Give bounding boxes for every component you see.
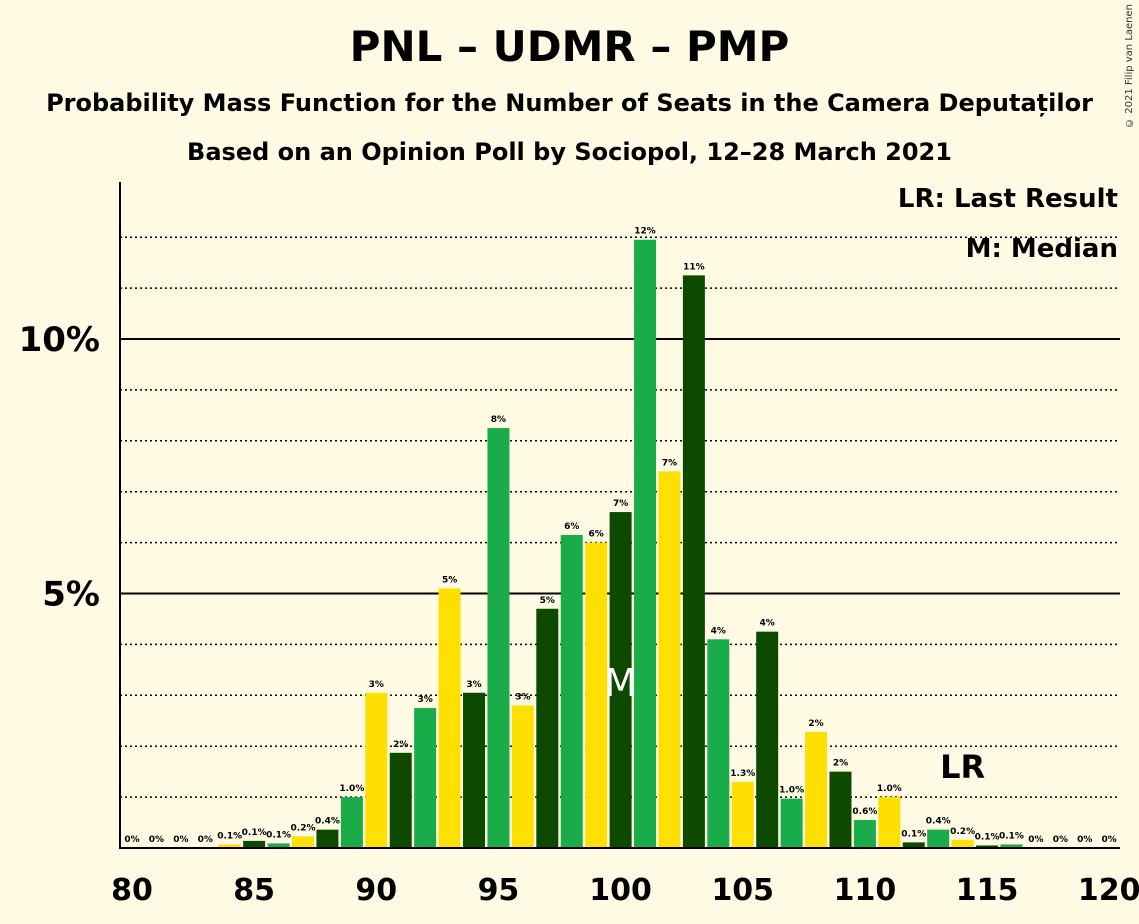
x-tick-label: 115 bbox=[956, 873, 1019, 908]
last-result-marker: LR bbox=[940, 748, 985, 786]
bar-value-label: 0.1% bbox=[999, 831, 1024, 841]
bar-value-label: 0.1% bbox=[217, 831, 242, 841]
bar bbox=[463, 692, 486, 848]
x-tick-label: 110 bbox=[834, 873, 897, 908]
median-marker: M bbox=[604, 661, 637, 705]
bar-value-label: 1.0% bbox=[339, 784, 364, 794]
bar-value-label: 0.1% bbox=[266, 830, 291, 840]
bar bbox=[365, 692, 388, 848]
bar bbox=[829, 771, 852, 848]
bar-value-label: 0.6% bbox=[852, 807, 877, 817]
bar bbox=[414, 708, 437, 848]
bar-value-label: 2% bbox=[833, 759, 848, 769]
bar bbox=[536, 608, 559, 848]
bar bbox=[878, 797, 901, 848]
bar-value-label: 1.0% bbox=[779, 786, 804, 796]
bar bbox=[585, 542, 608, 848]
bar-value-label: 6% bbox=[564, 522, 579, 532]
bar bbox=[805, 731, 828, 848]
bar-value-label: 0% bbox=[1077, 835, 1092, 845]
bar bbox=[707, 639, 730, 848]
bar bbox=[267, 843, 290, 848]
bar-value-label: 0% bbox=[149, 835, 164, 845]
chart-source-line: Based on an Opinion Poll by Sociopol, 12… bbox=[187, 138, 952, 166]
x-tick-label: 80 bbox=[111, 873, 153, 908]
bar-value-label: 0.4% bbox=[315, 817, 340, 827]
bar-labels: 0% 0% 0% 0% 0.1% 0.1% 0.1%0.2%0.4%1.0%3%2%3%5%… bbox=[124, 227, 1116, 845]
bar-value-label: 0% bbox=[198, 835, 213, 845]
bar-value-label: 0.1% bbox=[975, 832, 1000, 842]
bar bbox=[731, 781, 754, 848]
bar-value-label: 5% bbox=[540, 596, 555, 606]
bar bbox=[658, 471, 681, 848]
chart-title: PNL – UDMR – PMP bbox=[349, 22, 790, 71]
chart-subtitle: Probability Mass Function for the Number… bbox=[46, 89, 1093, 117]
legend-last-result: LR: Last Result bbox=[897, 184, 1118, 214]
bar-value-label: 0% bbox=[1102, 835, 1117, 845]
bar bbox=[1000, 844, 1023, 848]
bar-value-label: 0.2% bbox=[950, 827, 975, 837]
bar-value-label: 0% bbox=[1053, 835, 1068, 845]
bar bbox=[389, 752, 412, 848]
x-tick-label: 85 bbox=[233, 873, 275, 908]
bar-value-label: 11% bbox=[683, 262, 705, 272]
bar bbox=[634, 239, 657, 848]
bar-value-label: 0.4% bbox=[926, 817, 951, 827]
x-tick-label: 100 bbox=[589, 873, 652, 908]
bar-value-label: 3% bbox=[466, 680, 481, 690]
bar-value-label: 5% bbox=[442, 575, 457, 585]
bar-value-label: 4% bbox=[760, 619, 775, 629]
axes: 5% 10% 80 85 90 95 100 105 110 115 120 bbox=[19, 182, 1139, 908]
bar-value-label: 7% bbox=[613, 499, 628, 509]
x-tick-label: 120 bbox=[1078, 873, 1139, 908]
bar bbox=[487, 428, 510, 848]
bar-value-label: 0.1% bbox=[901, 829, 926, 839]
bar-value-label: 6% bbox=[589, 530, 604, 540]
bar-value-label: 3% bbox=[515, 692, 530, 702]
bar-value-label: 1.3% bbox=[730, 769, 755, 779]
bar bbox=[340, 797, 363, 848]
bar bbox=[756, 631, 779, 848]
bar-value-label: 4% bbox=[711, 626, 726, 636]
x-tick-label: 95 bbox=[478, 873, 520, 908]
bar-value-label: 7% bbox=[662, 458, 677, 468]
bar bbox=[316, 829, 339, 848]
bar-value-label: 12% bbox=[634, 227, 656, 237]
bar bbox=[902, 842, 925, 848]
bar-value-label: 0% bbox=[173, 835, 188, 845]
bar-value-label: 0.2% bbox=[291, 823, 316, 833]
bar-value-label: 8% bbox=[491, 415, 506, 425]
bar bbox=[853, 820, 876, 848]
bar bbox=[927, 829, 950, 848]
bar bbox=[780, 798, 803, 848]
bar-value-label: 3% bbox=[369, 680, 384, 690]
bar bbox=[609, 512, 632, 848]
bar bbox=[292, 836, 315, 848]
markers: M LR bbox=[604, 661, 985, 786]
bar-value-label: 0% bbox=[1028, 835, 1043, 845]
y-tick-label: 5% bbox=[42, 575, 100, 615]
bars bbox=[218, 239, 1023, 848]
bar bbox=[218, 844, 241, 848]
bar bbox=[243, 840, 266, 848]
bar bbox=[951, 839, 974, 848]
bar bbox=[682, 275, 705, 848]
bar-value-label: 3% bbox=[418, 695, 433, 705]
bar-value-label: 0.1% bbox=[242, 828, 267, 838]
y-tick-label: 10% bbox=[19, 320, 100, 360]
bar-value-label: 1.0% bbox=[877, 784, 902, 794]
bar-value-label: 2% bbox=[393, 740, 408, 750]
bar bbox=[511, 705, 534, 848]
x-tick-label: 105 bbox=[711, 873, 774, 908]
bar-value-label: 2% bbox=[808, 719, 823, 729]
bar bbox=[976, 845, 999, 848]
legend-median: M: Median bbox=[965, 234, 1118, 264]
bar bbox=[560, 534, 583, 848]
bar-value-label: 0% bbox=[124, 835, 139, 845]
x-tick-label: 90 bbox=[355, 873, 397, 908]
bar bbox=[438, 588, 461, 848]
